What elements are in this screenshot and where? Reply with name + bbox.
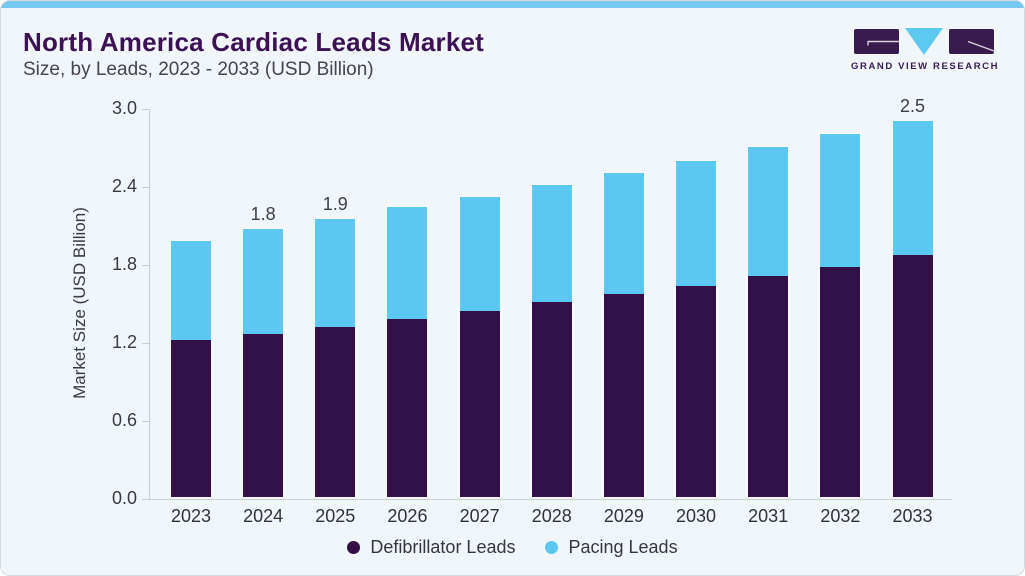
bar-2026 [387,207,428,497]
bar-2031 [748,147,789,497]
x-tick-label-2023: 2023 [170,506,212,526]
x-tick-label-2028: 2028 [531,506,572,526]
bar-2023-pacing-segment [171,241,211,340]
bar-2026-defibrillator-segment [387,319,428,497]
bar-2031-defibrillator-segment [748,276,789,497]
bar-2032 [820,134,861,497]
grand-view-research-logo: GRAND VIEW RESEARCH [851,28,1000,72]
x-tick-label-2029: 2029 [603,506,644,526]
page-subtitle: Size, by Leads, 2023 - 2033 (USD Billion… [23,59,374,80]
bar-2030-pacing-segment [676,161,717,286]
bar-2033-pacing-segment [892,121,933,255]
bar-2027-defibrillator-segment [459,311,500,497]
bar-2033 [892,121,933,497]
logo-letter-v-icon [905,28,943,55]
pacing-leads-marker-icon [545,541,559,554]
bar-2025-pacing-segment [315,219,356,327]
y-tick-label: 0.0 [111,488,137,508]
x-tick-label-2033: 2033 [892,506,933,526]
bar-2027-pacing-segment [459,197,500,311]
bar-2026-pacing-segment [387,207,428,319]
y-tick-label: 3.0 [111,98,137,118]
data-label-2033: 2.5 [899,96,926,116]
y-axis-tick [142,265,149,266]
bar-2030-defibrillator-segment [676,286,717,497]
y-tick-label: 0.6 [111,410,137,430]
y-axis-tick [142,499,149,500]
bar-2027 [459,197,500,497]
x-tick-label-2025: 2025 [315,506,356,526]
x-tick-label-2027: 2027 [459,506,500,526]
legend: Defibrillator Leads Pacing Leads [1,537,1024,558]
y-tick-label: 1.8 [111,254,137,274]
legend-label-defibrillator-leads: Defibrillator Leads [370,537,516,557]
bar-2029 [603,173,644,497]
y-axis-tick [142,421,149,422]
bar-2028-pacing-segment [531,185,572,302]
bar-2024-pacing-segment [243,229,284,334]
x-axis-line [142,499,952,500]
bar-2032-defibrillator-segment [820,267,861,497]
legend-label-pacing-leads: Pacing Leads [568,537,678,557]
bar-2025 [315,219,356,497]
top-accent-bar [1,1,1024,8]
page-title: North America Cardiac Leads Market [23,27,485,57]
bar-2029-pacing-segment [603,173,644,294]
data-label-2025: 1.9 [322,194,348,214]
y-axis-tick [142,187,149,188]
x-tick-label-2032: 2032 [820,506,861,526]
y-axis-tick [142,109,149,110]
legend-item-defibrillator-leads: Defibrillator Leads [347,537,515,558]
bar-2033-defibrillator-segment [892,255,933,497]
y-tick-label: 2.4 [111,176,137,196]
x-tick-label-2030: 2030 [676,506,717,526]
bar-2025-defibrillator-segment [315,327,356,497]
logo-letter-r-icon [949,29,994,54]
data-label-2024: 1.8 [250,204,276,224]
defibrillator-leads-marker-icon [347,541,361,554]
x-tick-label-2026: 2026 [387,506,428,526]
x-tick-label-2024: 2024 [243,506,284,526]
bar-2024-defibrillator-segment [243,334,284,497]
bar-2024 [243,229,284,497]
y-tick-label: 1.2 [111,332,137,352]
bar-2028 [531,185,572,497]
logo-letter-g-icon [854,29,899,54]
legend-item-pacing-leads: Pacing Leads [545,537,678,558]
logo-wordmark: GRAND VIEW RESEARCH [851,61,1000,72]
logo-shapes [851,28,997,55]
bar-2023 [171,241,211,497]
bar-2028-defibrillator-segment [531,302,572,497]
bar-2029-defibrillator-segment [603,294,644,497]
bar-2032-pacing-segment [820,134,861,267]
y-axis-title: Market Size (USD Billion) [70,207,89,399]
x-tick-label-2031: 2031 [748,506,789,526]
bar-2030 [676,161,717,497]
bar-2023-defibrillator-segment [171,340,211,497]
bar-2031-pacing-segment [748,147,789,276]
y-axis-tick [142,343,149,344]
y-axis-line [149,109,150,499]
